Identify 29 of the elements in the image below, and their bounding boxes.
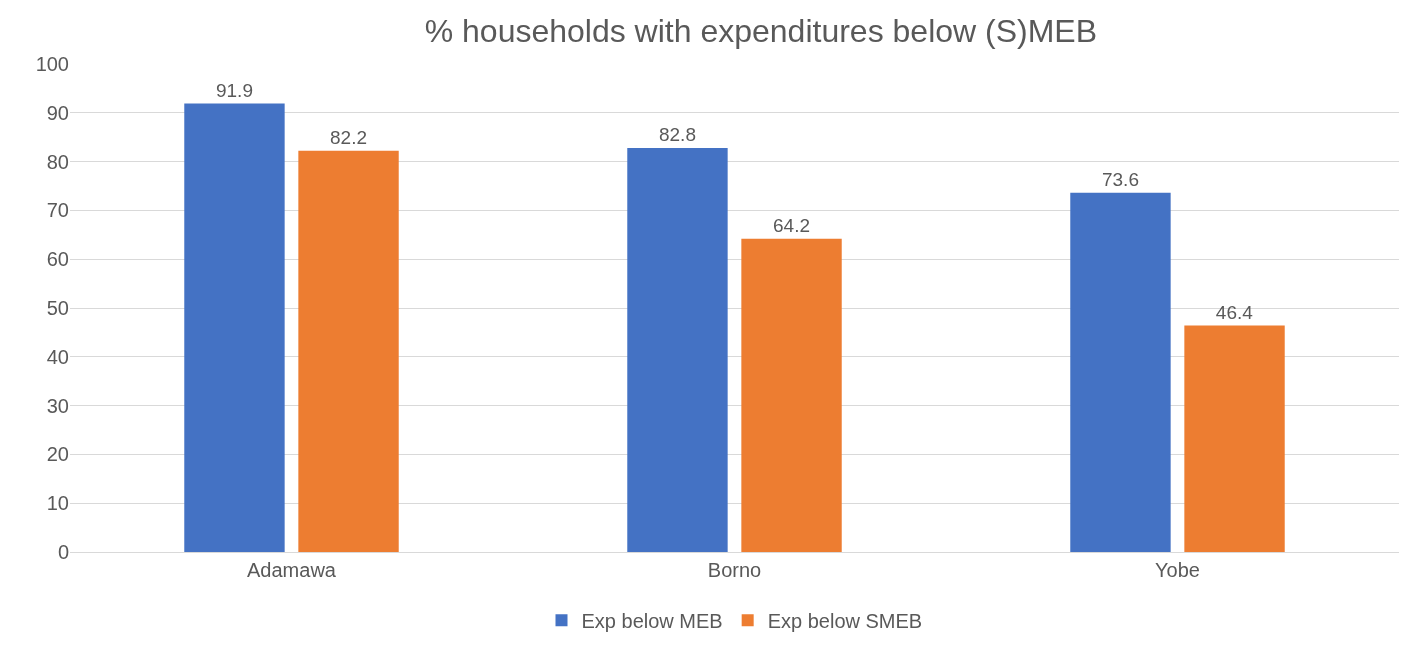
bar [1184,325,1285,552]
data-label: 73.6 [1101,168,1139,190]
y-tick-label: 10 [46,492,69,515]
y-tick-label: 90 [46,101,69,124]
data-label: 46.4 [1215,301,1254,323]
y-tick-label: 50 [46,297,69,319]
bar [184,103,285,552]
bar [298,150,399,552]
data-label: 91.9 [215,79,253,101]
x-tick-label: Adamawa [247,559,337,582]
y-tick-label: 40 [46,345,69,368]
x-tick-label: Yobe [1155,559,1200,582]
bar [627,147,728,552]
data-label: 82.8 [658,123,696,145]
legend-label: Exp below SMEB [767,610,923,633]
y-tick-label: 20 [46,443,69,466]
y-tick-label: 80 [46,150,69,173]
y-tick-label: 70 [46,199,69,222]
bar [741,238,842,552]
y-tick-label: 60 [46,248,69,271]
legend-label: Exp below MEB [581,610,723,633]
chart-title: % households with expenditures below (S)MEB [424,13,1098,50]
data-label: 64.2 [773,214,811,236]
x-tick-label: Borno [707,559,762,582]
bar [1070,192,1171,552]
y-tick-label: 100 [35,53,69,75]
y-tick-label: 30 [46,394,69,417]
data-label: 82.2 [330,126,368,148]
y-tick-label: 0 [57,541,69,563]
